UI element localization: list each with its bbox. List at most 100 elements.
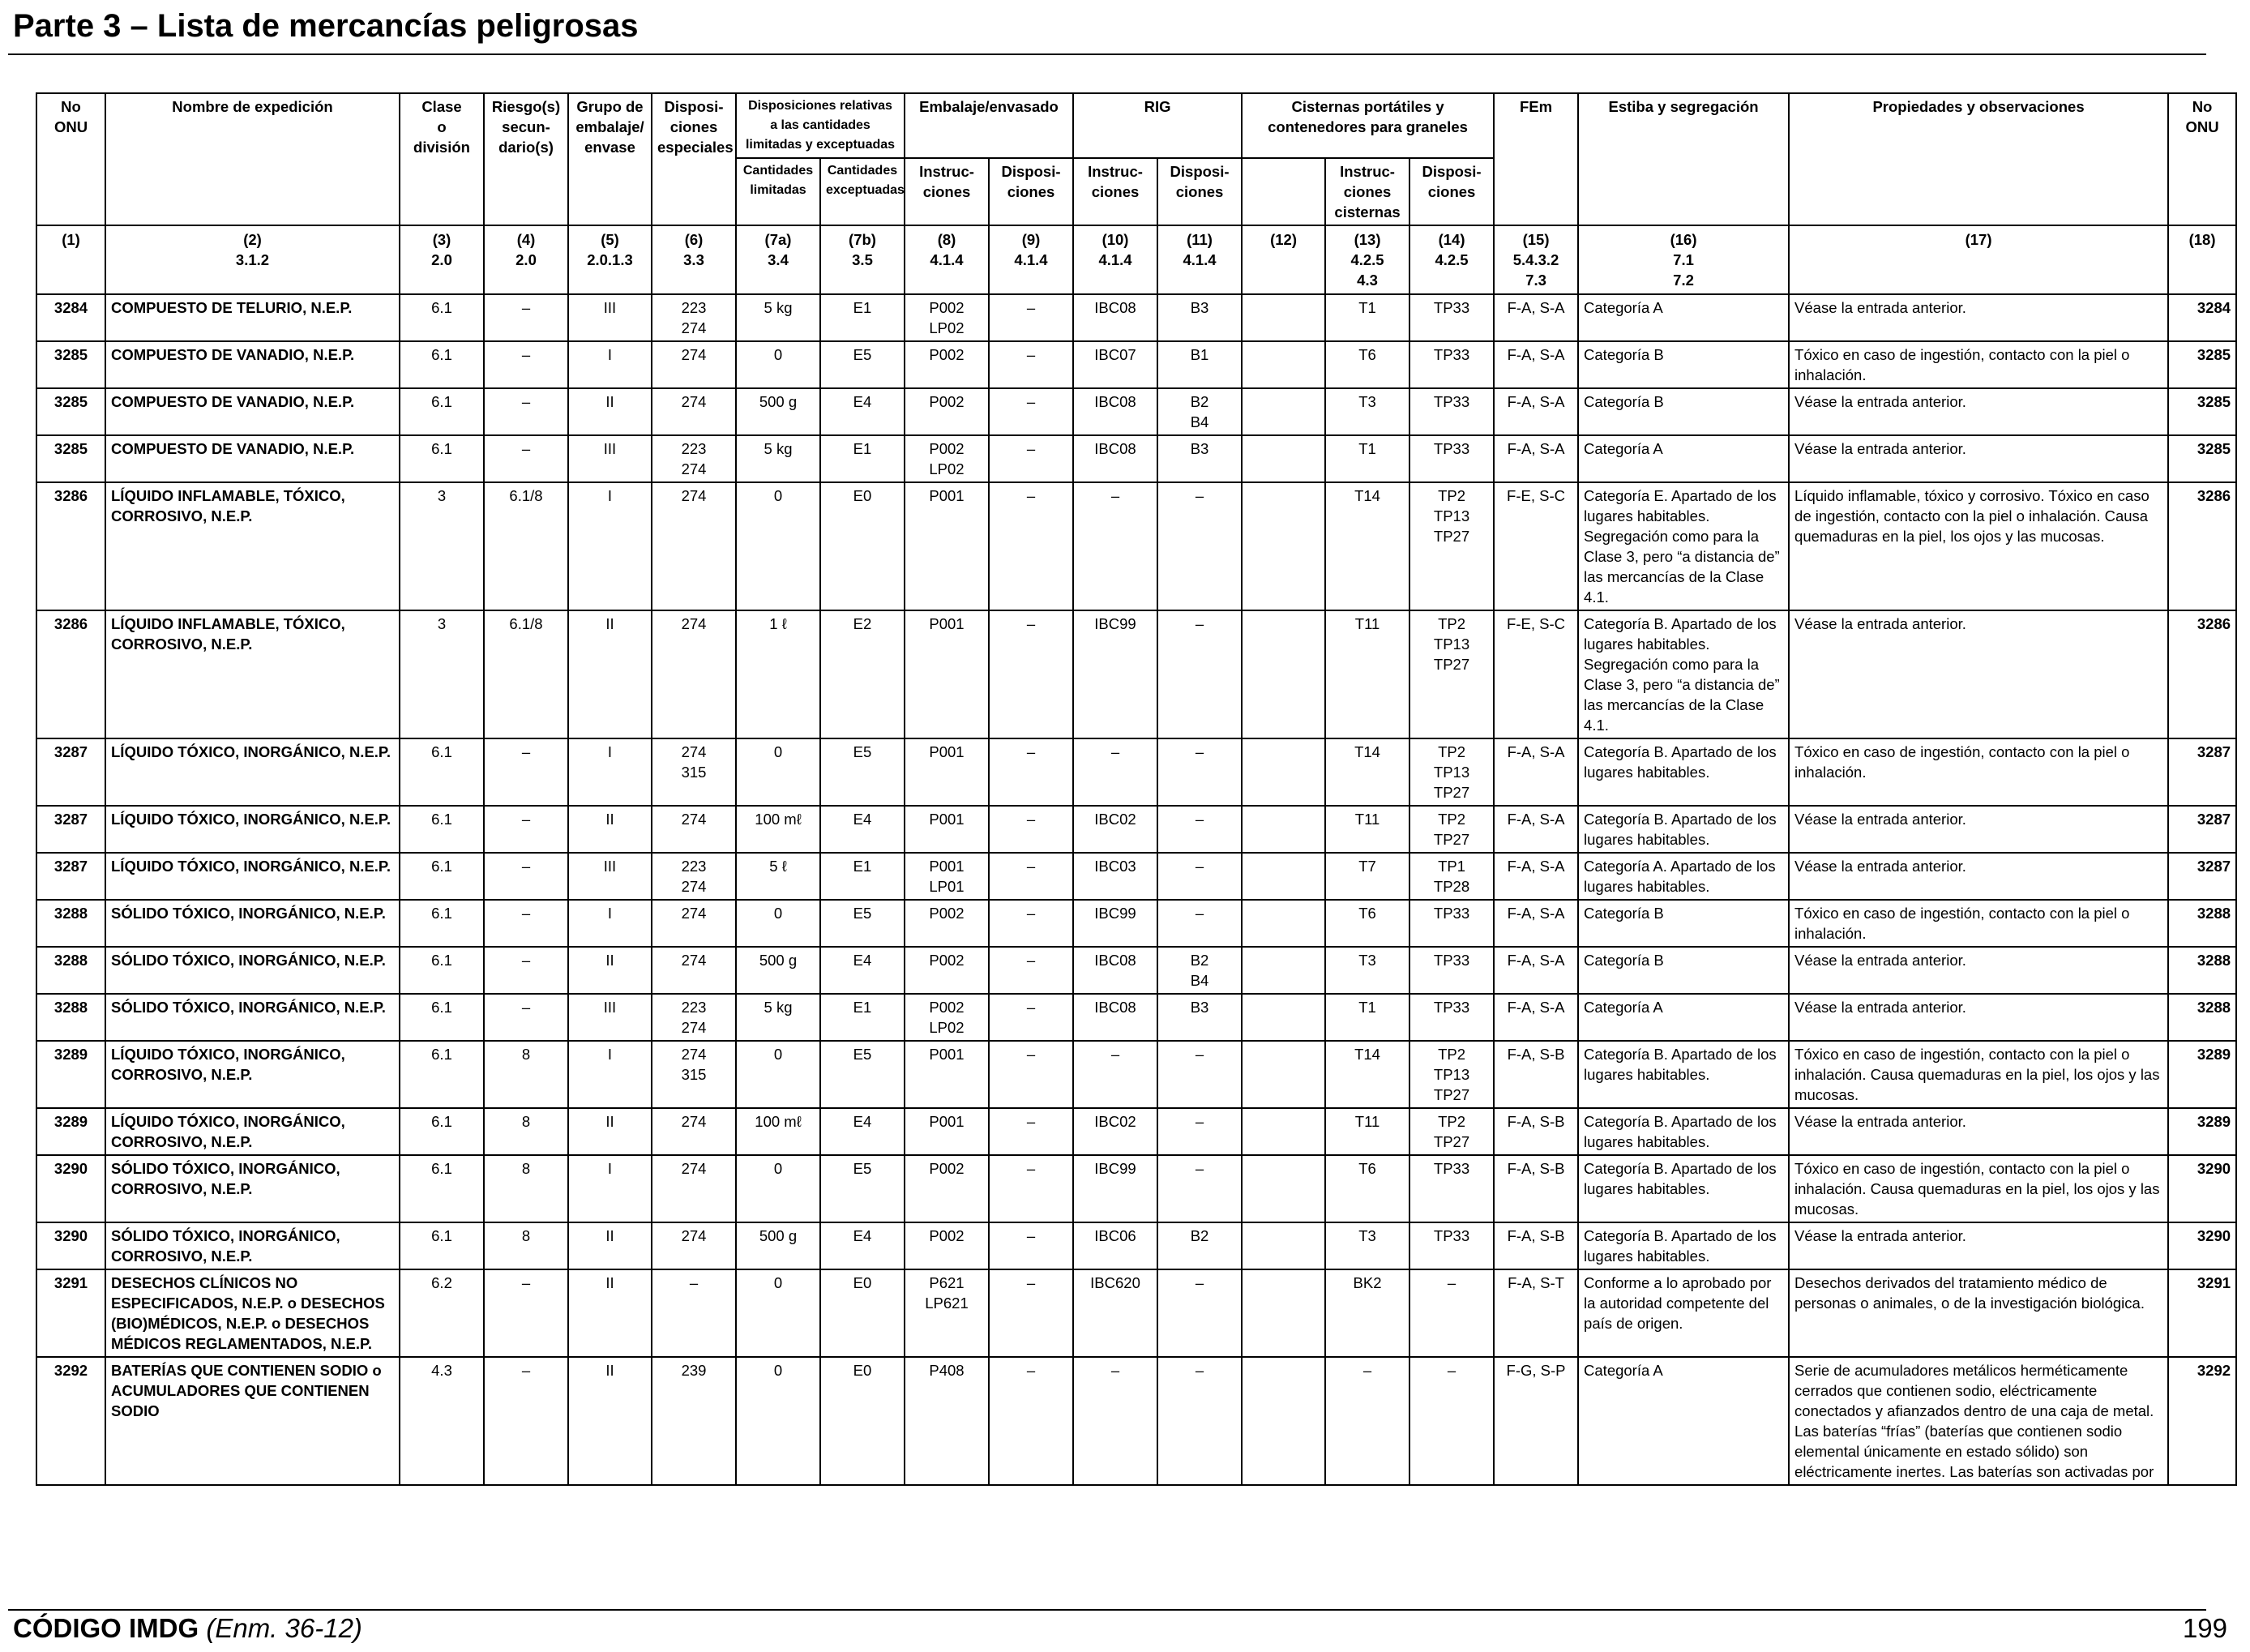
cell-ems: F-A, S-A (1493, 293, 1580, 342)
column-number-cell: (8) 4.1.4 (904, 225, 990, 295)
header-ibc-instructions: Instruc- ciones (1072, 157, 1159, 226)
cell-packing-provision: – (987, 1356, 1075, 1486)
cell-column-12 (1241, 434, 1327, 483)
cell-un-number-right: 3290 (2167, 1154, 2238, 1223)
cell-stowage: Categoría B. Apartado de los lugares hab… (1577, 1040, 1790, 1109)
cell-column-12 (1241, 993, 1327, 1042)
cell-excepted-quantity: E5 (819, 340, 905, 389)
cell-ems: F-A, S-A (1493, 805, 1580, 854)
header-tanks-group: Cisternas portátiles y contenedores para… (1241, 92, 1495, 159)
cell-subsidiary-risk: – (483, 293, 569, 342)
cell-un-number-right: 3289 (2167, 1040, 2238, 1109)
cell-un-number: 3285 (36, 434, 106, 483)
cell-tank-provision: TP33 (1409, 993, 1495, 1042)
cell-class: 4.3 (399, 1356, 485, 1486)
cell-tank-instruction: T11 (1324, 1107, 1411, 1156)
cell-tank-provision: TP33 (1409, 293, 1495, 342)
cell-column-12 (1241, 293, 1327, 342)
cell-shipping-name: LÍQUIDO TÓXICO, INORGÁNICO, CORROSIVO, N… (105, 1040, 400, 1109)
cell-tank-instruction: T1 (1324, 993, 1411, 1042)
cell-packing-instruction: P002 (904, 1222, 990, 1270)
cell-special-provisions: 274 315 (651, 1040, 737, 1109)
table-row: 3285 COMPUESTO DE VANADIO, N.E.P. 6.1– III 2… (36, 434, 2238, 483)
cell-shipping-name: SÓLIDO TÓXICO, INORGÁNICO, N.E.P. (105, 946, 400, 995)
cell-class: 6.1 (399, 1107, 485, 1156)
cell-excepted-quantity: E5 (819, 1154, 905, 1223)
cell-properties: Véase la entrada anterior. (1788, 1222, 2170, 1270)
cell-properties: Véase la entrada anterior. (1788, 993, 2170, 1042)
cell-limited-quantity: 100 mℓ (735, 805, 821, 854)
cell-limited-quantity: 5 kg (735, 293, 821, 342)
cell-tank-instruction: T3 (1324, 387, 1411, 436)
table-row: 3287 LÍQUIDO TÓXICO, INORGÁNICO, N.E.P. 6.… (36, 738, 2238, 807)
header-packing-group: Grupo de embalaje/ envase (567, 92, 652, 226)
cell-special-provisions: 274 (651, 946, 737, 995)
cell-un-number-right: 3288 (2167, 899, 2238, 948)
header-subsidiary-risk: Riesgo(s) secun- dario(s) (483, 92, 569, 226)
cell-un-number: 3289 (36, 1040, 106, 1109)
cell-packing-group: II (567, 387, 652, 436)
cell-column-12 (1241, 1040, 1327, 1109)
cell-subsidiary-risk: – (483, 946, 569, 995)
cell-ems: F-A, S-A (1493, 434, 1580, 483)
cell-excepted-quantity: E1 (819, 852, 905, 901)
footer-edition: (Enm. 36-12) (206, 1613, 362, 1643)
cell-ibc-provision: – (1157, 481, 1243, 611)
cell-packing-group: II (567, 1269, 652, 1358)
cell-ibc-instruction: – (1072, 738, 1159, 807)
header-tank-instructions: Instruc- ciones cisternas (1324, 157, 1411, 226)
cell-shipping-name: BATERÍAS QUE CONTIENEN SODIO o ACUMULADO… (105, 1356, 400, 1486)
cell-stowage: Categoría B. Apartado de los lugares hab… (1577, 805, 1790, 854)
cell-packing-provision: – (987, 387, 1075, 436)
cell-subsidiary-risk: 6.1/8 (483, 610, 569, 739)
cell-un-number-right: 3288 (2167, 993, 2238, 1042)
header-special-provisions: Disposi- ciones especiales (651, 92, 737, 226)
cell-column-12 (1241, 1269, 1327, 1358)
cell-properties: Tóxico en caso de ingestión, contacto co… (1788, 1040, 2170, 1109)
header-stowage: Estiba y segregación (1577, 92, 1790, 226)
cell-limited-quantity: 5 kg (735, 993, 821, 1042)
cell-stowage: Categoría B (1577, 946, 1790, 995)
cell-ibc-instruction: IBC08 (1072, 434, 1159, 483)
cell-class: 6.1 (399, 1040, 485, 1109)
cell-un-number: 3287 (36, 852, 106, 901)
cell-subsidiary-risk: – (483, 340, 569, 389)
cell-packing-instruction: P002 LP02 (904, 993, 990, 1042)
cell-ibc-provision: – (1157, 1154, 1243, 1223)
cell-packing-group: II (567, 610, 652, 739)
header-packing-instructions: Instruc- ciones (904, 157, 990, 226)
cell-class: 6.1 (399, 738, 485, 807)
footer-code: CÓDIGO IMDG (Enm. 36-12) (13, 1613, 362, 1644)
cell-tank-provision: TP2 TP13 TP27 (1409, 481, 1495, 611)
cell-packing-provision: – (987, 434, 1075, 483)
cell-properties: Desechos derivados del tratamiento médic… (1788, 1269, 2170, 1358)
cell-special-provisions: 274 (651, 387, 737, 436)
cell-packing-group: III (567, 293, 652, 342)
table-row: 3288 SÓLIDO TÓXICO, INORGÁNICO, N.E.P. 6.1… (36, 899, 2238, 948)
column-number-cell: (7b) 3.5 (819, 225, 905, 295)
cell-packing-provision: – (987, 1040, 1075, 1109)
cell-packing-instruction: P002 (904, 1154, 990, 1223)
cell-limited-quantity: 0 (735, 1356, 821, 1486)
header-un-number-right: No ONU (2167, 92, 2238, 226)
cell-excepted-quantity: E5 (819, 738, 905, 807)
cell-un-number: 3292 (36, 1356, 106, 1486)
column-number-cell: (9) 4.1.4 (987, 225, 1075, 295)
cell-excepted-quantity: E4 (819, 805, 905, 854)
table-row: 3285 COMPUESTO DE VANADIO, N.E.P. 6.1– I 274… (36, 340, 2238, 389)
cell-ems: F-A, S-B (1493, 1040, 1580, 1109)
table-row: 3288 SÓLIDO TÓXICO, INORGÁNICO, N.E.P. 6.1… (36, 946, 2238, 995)
cell-subsidiary-risk: – (483, 805, 569, 854)
cell-packing-group: III (567, 434, 652, 483)
cell-packing-instruction: P002 (904, 340, 990, 389)
cell-tank-instruction: T14 (1324, 738, 1411, 807)
cell-un-number-right: 3290 (2167, 1222, 2238, 1270)
header-limited-quantities: Cantidades limitadas (735, 157, 821, 226)
cell-subsidiary-risk: 8 (483, 1107, 569, 1156)
cell-stowage: Categoría B (1577, 387, 1790, 436)
cell-class: 6.1 (399, 1154, 485, 1223)
cell-stowage: Categoría A (1577, 293, 1790, 342)
cell-ems: F-A, S-A (1493, 946, 1580, 995)
cell-ems: F-E, S-C (1493, 481, 1580, 611)
cell-packing-group: I (567, 899, 652, 948)
